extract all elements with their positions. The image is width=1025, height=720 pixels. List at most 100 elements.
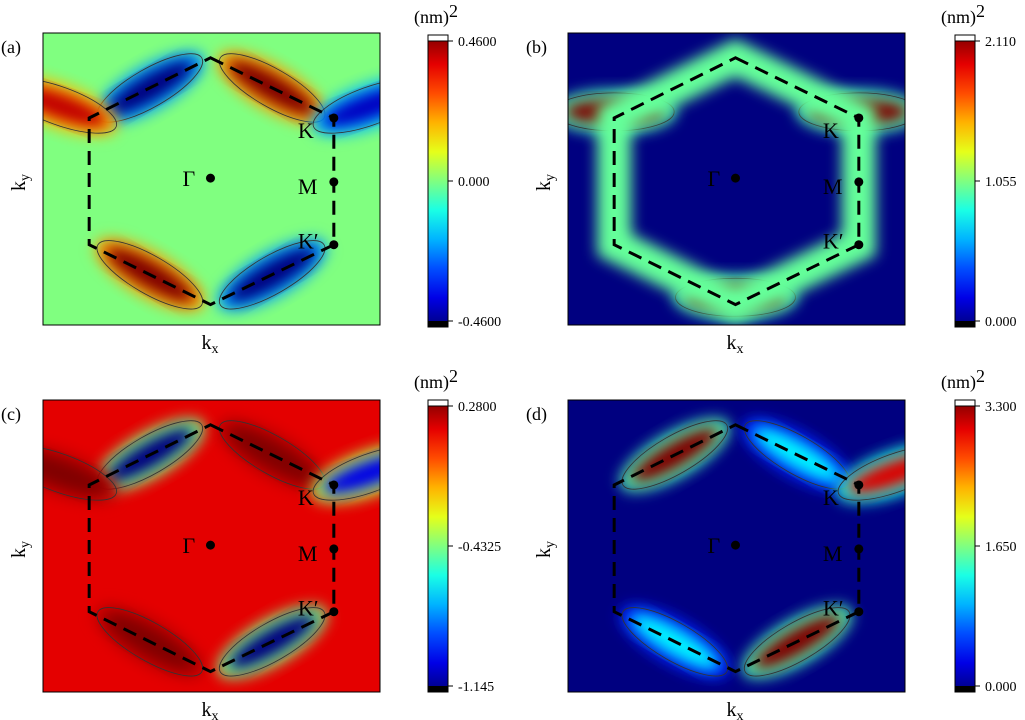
point-label: Γ [707, 166, 720, 191]
contour-line [743, 607, 851, 677]
colorbar-bottom-cap [955, 321, 975, 327]
heatmap-lobe [43, 451, 108, 495]
point-label: M [298, 541, 318, 566]
contour-line [96, 607, 204, 677]
colorbar-top-cap [954, 34, 976, 42]
point-marker [205, 540, 215, 550]
point-marker [854, 544, 864, 554]
colorbar-tick-label: 0.2800 [458, 400, 497, 415]
point-marker [854, 177, 864, 187]
panel-label: (b) [526, 37, 547, 58]
point-marker [730, 540, 740, 550]
colorbar-tick-label: 0.4600 [458, 35, 497, 50]
x-axis-label: kx [202, 699, 219, 720]
panel-3: Γ M K K′ (d) kx ky 3.300 1.650 0.000 (nm)2 [526, 366, 1017, 720]
point-marker [329, 544, 339, 554]
heatmap-lobe [847, 451, 905, 495]
panel-2: Γ M K K′ (c) kx ky 0.2800 -0.4325 -1.145 (nm)2 [1, 366, 501, 720]
colorbar [427, 399, 449, 693]
panel-0: Γ M K K′ (a) kx ky 0.4600 0.000 -0.4600 (nm)2 [1, 1, 501, 357]
x-axis-label: kx [202, 332, 219, 357]
y-axis-label: ky [8, 541, 33, 558]
point-marker [205, 173, 215, 183]
contour-line [96, 240, 204, 310]
colorbar-top-cap [427, 399, 449, 407]
x-axis-label: kx [727, 332, 744, 357]
point-marker [730, 173, 740, 183]
colorbar-tick-label: 3.300 [985, 400, 1017, 415]
colorbar-tick-label: -0.4600 [458, 315, 501, 330]
colorbar-tick-label: 0.000 [985, 680, 1017, 695]
colorbar [427, 34, 449, 328]
contour-line [312, 445, 380, 501]
point-marker [329, 113, 339, 123]
contour-line [621, 607, 729, 677]
colorbar-tick-label: -1.145 [458, 680, 494, 695]
colorbar-tick-label: 0.000 [985, 315, 1017, 330]
colorbar-unit: (nm)2 [414, 1, 458, 28]
point-marker [329, 177, 339, 187]
point-label: M [298, 174, 318, 199]
colorbar-tick-label: 0.000 [458, 175, 490, 190]
point-marker [854, 480, 864, 490]
point-label: Γ [182, 166, 195, 191]
colorbar-tick-label: -0.4325 [458, 540, 501, 555]
heatmap-lobe [322, 451, 380, 495]
colorbar-top-cap [954, 399, 976, 407]
heatmap [43, 400, 380, 692]
point-marker [854, 240, 864, 250]
contour-line [43, 445, 118, 501]
point-label: M [823, 541, 843, 566]
plot-frame [42, 32, 381, 326]
panel-label: (d) [526, 404, 547, 425]
y-axis-label: ky [8, 174, 33, 191]
colorbar-top-cap [427, 34, 449, 42]
colorbar [954, 34, 976, 328]
point-marker [329, 240, 339, 250]
point-label: K′ [298, 229, 319, 254]
colorbar-tick-label: 1.650 [985, 540, 1017, 555]
panel-label: (a) [1, 37, 21, 58]
point-label: M [823, 174, 843, 199]
point-marker [854, 607, 864, 617]
colorbar-unit: (nm)2 [941, 1, 985, 28]
heatmap [43, 33, 380, 325]
colorbar [954, 399, 976, 693]
colorbar-tick-label: 2.110 [985, 35, 1016, 50]
contour-line [837, 445, 905, 501]
y-axis-label: ky [533, 174, 558, 191]
x-axis-label: kx [727, 699, 744, 720]
point-label: K′ [823, 229, 844, 254]
heatmap [568, 33, 905, 325]
contour-line [312, 78, 380, 134]
point-label: K [823, 485, 839, 510]
contour-line [43, 78, 118, 134]
point-marker [329, 607, 339, 617]
panel-label: (c) [1, 404, 21, 425]
point-marker [329, 480, 339, 490]
plot-frame [42, 399, 381, 693]
contour-line [218, 240, 326, 310]
point-marker [854, 113, 864, 123]
colorbar-unit: (nm)2 [941, 366, 985, 393]
colorbar-bottom-cap [428, 321, 448, 327]
plot-frame [567, 399, 906, 693]
heatmap-lobe [43, 84, 108, 128]
contour-line [621, 420, 729, 490]
contour-line [218, 607, 326, 677]
point-label: Γ [707, 533, 720, 558]
point-label: K [823, 118, 839, 143]
colorbar-unit: (nm)2 [414, 366, 458, 393]
colorbar-tick-label: 1.055 [985, 175, 1017, 190]
colorbar-bottom-cap [428, 686, 448, 692]
colorbar-bottom-cap [955, 686, 975, 692]
heatmap-lobe [322, 84, 380, 128]
plot-frame [567, 32, 906, 326]
panel-1: Γ M K K′ (b) kx ky 2.110 1.055 0.000 (nm)2 [526, 1, 1017, 357]
heatmap [568, 400, 905, 692]
point-label: K [298, 485, 314, 510]
point-label: K′ [823, 596, 844, 621]
point-label: K′ [298, 596, 319, 621]
y-axis-label: ky [533, 541, 558, 558]
